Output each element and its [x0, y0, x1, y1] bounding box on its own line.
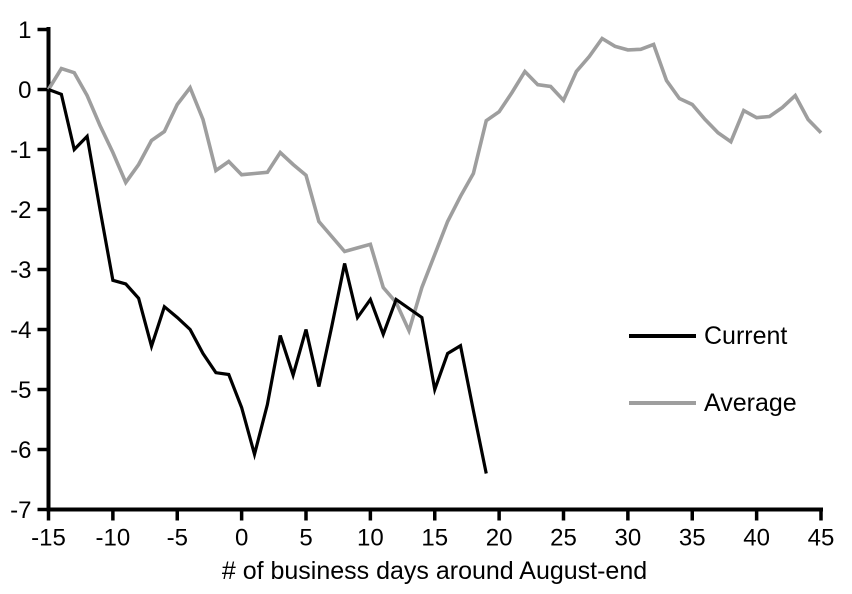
x-tick-label: 10 — [357, 525, 384, 552]
legend-label-current: Current — [704, 321, 788, 350]
legend-label-average: Average — [704, 388, 797, 417]
y-tick-label: 0 — [18, 77, 31, 104]
y-tick-label: -5 — [10, 377, 31, 404]
x-tick-label: 35 — [679, 525, 706, 552]
y-tick-label: -3 — [10, 257, 31, 284]
series-average-line — [46, 36, 823, 336]
series-current-line — [47, 88, 488, 474]
x-tick-label: 20 — [486, 525, 513, 552]
x-tick-label: 25 — [550, 525, 577, 552]
x-tick-label: -5 — [167, 525, 188, 552]
x-axis-title: # of business days around August-end — [221, 557, 648, 585]
legend: Current Average — [629, 321, 829, 457]
x-tick-label: 15 — [421, 525, 448, 552]
legend-line-average — [629, 401, 696, 405]
x-tick-label: 0 — [235, 525, 248, 552]
y-tick-label: 1 — [18, 17, 31, 44]
y-tick-label: -2 — [10, 197, 31, 224]
y-tick-label: -1 — [10, 137, 31, 164]
x-tick-label: 40 — [743, 525, 770, 552]
axes — [37, 27, 823, 521]
y-tick-label: -4 — [10, 317, 31, 344]
tick-labels: 10-1-2-3-4-5-6-7-15 -10 -5 0 5 10 15 20 25 30 35 40… — [10, 17, 834, 552]
legend-item-current: Current — [629, 321, 829, 350]
x-tick-label: 30 — [615, 525, 642, 552]
legend-item-average: Average — [629, 388, 829, 417]
x-tick-label: 45 — [808, 525, 835, 552]
legend-line-current — [629, 334, 696, 338]
x-tick-label: -15 — [31, 525, 66, 552]
x-tick-label: 5 — [299, 525, 312, 552]
x-tick-label: -10 — [96, 525, 131, 552]
y-tick-label: -7 — [10, 497, 31, 524]
y-tick-label: -6 — [10, 437, 31, 464]
